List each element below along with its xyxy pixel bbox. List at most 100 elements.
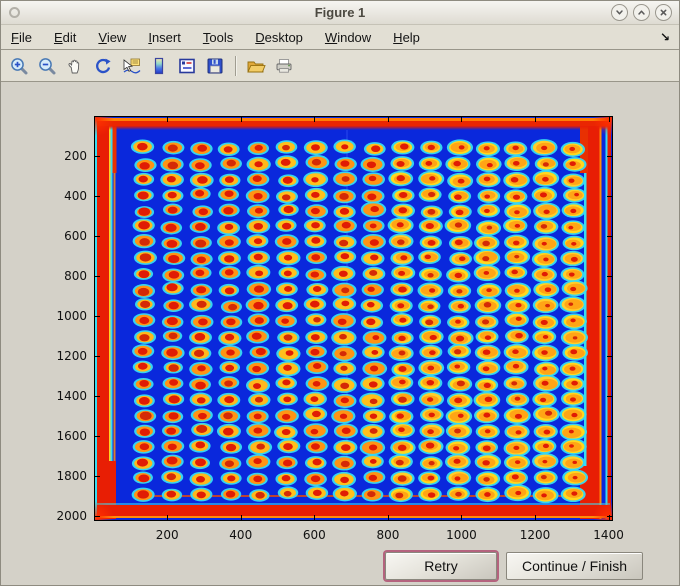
menu-item-help[interactable]: Help	[393, 29, 420, 45]
menu-item-window[interactable]: Window	[324, 29, 372, 45]
microarray-spot	[390, 470, 415, 486]
microarray-spot	[331, 329, 357, 346]
microarray-spot	[274, 424, 298, 440]
microarray-spot	[161, 488, 183, 502]
rotate-3d-button[interactable]	[92, 55, 114, 77]
continue-finish-button[interactable]: Continue / Finish	[506, 552, 643, 580]
microarray-spot	[219, 266, 241, 280]
titlebar[interactable]: Figure 1	[1, 1, 679, 25]
retry-button[interactable]: Retry	[385, 552, 497, 580]
window-title: Figure 1	[314, 5, 366, 20]
microarray-spot	[533, 374, 561, 392]
edge-band	[97, 118, 610, 121]
microarray-spot	[274, 234, 299, 250]
microarray-spot	[504, 282, 532, 299]
microarray-spot	[219, 173, 241, 187]
microarray-spot	[532, 235, 560, 253]
microarray-spot	[504, 484, 532, 502]
microarray-spot	[246, 234, 269, 248]
microarray-spot	[247, 204, 270, 219]
microarray-spot	[476, 172, 501, 188]
microarray-spot	[418, 471, 441, 486]
microarray-spot	[331, 408, 356, 424]
zoom-out-button[interactable]	[36, 55, 58, 77]
microarray-spot	[445, 156, 471, 172]
window-menu-icon[interactable]	[9, 7, 20, 18]
microarray-spot	[534, 361, 559, 377]
microarray-spot	[160, 221, 183, 235]
microarray-spot	[278, 266, 300, 280]
microarray-spot	[446, 486, 470, 501]
open-file-button[interactable]	[245, 55, 267, 77]
microarray-spot	[277, 330, 300, 345]
menu-item-file[interactable]: File	[11, 29, 32, 45]
microarray-spot	[331, 471, 357, 487]
menu-item-view[interactable]: View	[98, 29, 127, 45]
microarray-spot	[247, 250, 271, 265]
microarray-spot	[160, 157, 184, 172]
insert-legend-button[interactable]	[176, 55, 198, 77]
microarray-spot	[217, 220, 240, 235]
microarray-spot	[504, 203, 532, 220]
edge-band	[97, 503, 610, 505]
save-figure-button[interactable]	[204, 55, 226, 77]
microarray-spot	[190, 408, 213, 423]
window-controls	[611, 4, 672, 21]
microarray-spot	[276, 346, 301, 362]
microarray-spot	[445, 422, 473, 440]
microarray-spot	[333, 235, 357, 250]
zoom-in-button[interactable]	[8, 55, 30, 77]
microarray-spot	[560, 267, 585, 282]
pan-button[interactable]	[64, 55, 86, 77]
microarray-spot	[503, 407, 531, 425]
microarray-spot	[419, 344, 443, 360]
edge-band	[95, 118, 97, 519]
microarray-spot	[246, 281, 272, 297]
data-cursor-button[interactable]	[120, 55, 142, 77]
microarray-spot	[448, 299, 471, 314]
microarray-spot	[473, 264, 501, 282]
microarray-spot	[333, 439, 358, 455]
microarray-spot	[135, 298, 155, 311]
insert-colorbar-button[interactable]	[148, 55, 170, 77]
menu-item-tools[interactable]: Tools	[202, 29, 234, 45]
microarray-spot	[160, 172, 184, 187]
printer-icon	[276, 58, 292, 73]
edge-band	[112, 118, 117, 173]
dock-figure-icon[interactable]: ↘	[659, 30, 670, 44]
maximize-window-button[interactable]	[633, 4, 650, 21]
microarray-spot	[190, 236, 212, 250]
microarray-spot	[276, 250, 301, 266]
microarray-spot	[189, 158, 212, 173]
microarray-spot	[305, 268, 327, 282]
microarray-spot	[305, 359, 329, 375]
microarray-spot	[188, 346, 212, 361]
microarray-spot	[305, 313, 327, 327]
microarray-spot	[418, 156, 442, 171]
microarray-spot	[162, 140, 185, 155]
menu-item-edit[interactable]: Edit	[53, 29, 77, 45]
menu-item-desktop[interactable]: Desktop	[255, 29, 303, 45]
microarray-spot	[391, 362, 415, 377]
microarray-spot	[246, 454, 271, 470]
microarray-spot	[333, 218, 357, 233]
microarray-spot	[446, 139, 474, 156]
close-window-button[interactable]	[655, 4, 672, 21]
print-figure-button[interactable]	[273, 55, 295, 77]
microarray-spot	[390, 312, 414, 327]
microarray-spot	[218, 188, 240, 201]
microarray-spot	[503, 172, 530, 189]
microarray-spot	[219, 456, 242, 471]
menu-item-insert[interactable]: Insert	[148, 29, 181, 45]
microarray-spot	[189, 361, 213, 377]
y-tick-label: 2000	[56, 508, 87, 523]
microarray-spot	[361, 454, 384, 469]
microarray-spot	[303, 423, 329, 439]
microarray-spot	[163, 299, 184, 313]
microarray-spot	[475, 329, 499, 344]
shade-window-button[interactable]	[611, 4, 628, 21]
microarray-spot	[505, 298, 530, 314]
microarray-spot	[189, 392, 213, 407]
y-tick-label: 400	[64, 188, 87, 203]
